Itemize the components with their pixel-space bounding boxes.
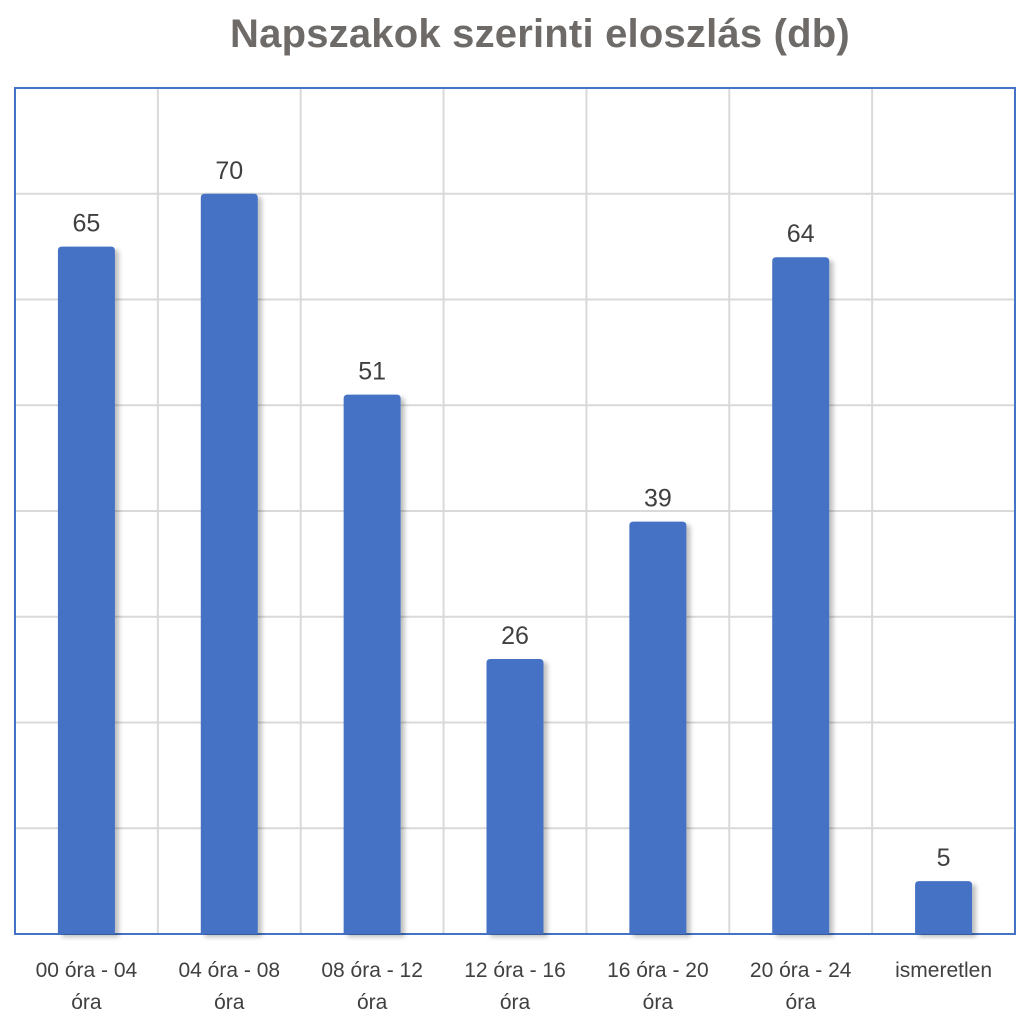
bar [915,881,973,934]
bar [629,521,687,934]
category-tick-label: óra [71,991,102,1014]
bar-value-label: 51 [358,358,386,386]
bar-value-label: 65 [73,210,101,238]
chart-title: Napszakok szerinti eloszlás (db) [230,12,850,56]
category-tick-label: óra [643,991,674,1014]
category-tick-label: óra [357,991,388,1014]
bar [200,193,258,934]
bars [57,193,973,934]
bar [343,394,401,934]
bar [772,257,830,934]
category-axis-labels: 00 óra - 04 óra 04 óra - 08 óra 08 óra - 12 ó… [36,959,992,1014]
bar-value-label: 64 [787,220,815,248]
bar-value-label: 5 [937,844,951,872]
bar [486,659,544,934]
category-tick-label: 20 óra - 24 [750,959,852,982]
bar-value-label: 26 [501,622,529,650]
category-tick-label: 00 óra - 04 [36,959,138,982]
bar-value-label: 39 [644,485,672,513]
category-tick-label: óra [786,991,817,1014]
data-labels: 65 70 51 26 39 64 5 [73,157,951,872]
category-tick-label: óra [214,991,245,1014]
category-tick-label: óra [500,991,531,1014]
category-tick-label: 04 óra - 08 [178,959,280,982]
bar [57,246,115,934]
bar-value-label: 70 [215,157,243,185]
category-tick-label: 16 óra - 20 [607,959,709,982]
category-tick-label: 12 óra - 16 [464,959,566,982]
category-tick-label: 08 óra - 12 [321,959,423,982]
category-tick-label: ismeretlen [895,959,992,982]
